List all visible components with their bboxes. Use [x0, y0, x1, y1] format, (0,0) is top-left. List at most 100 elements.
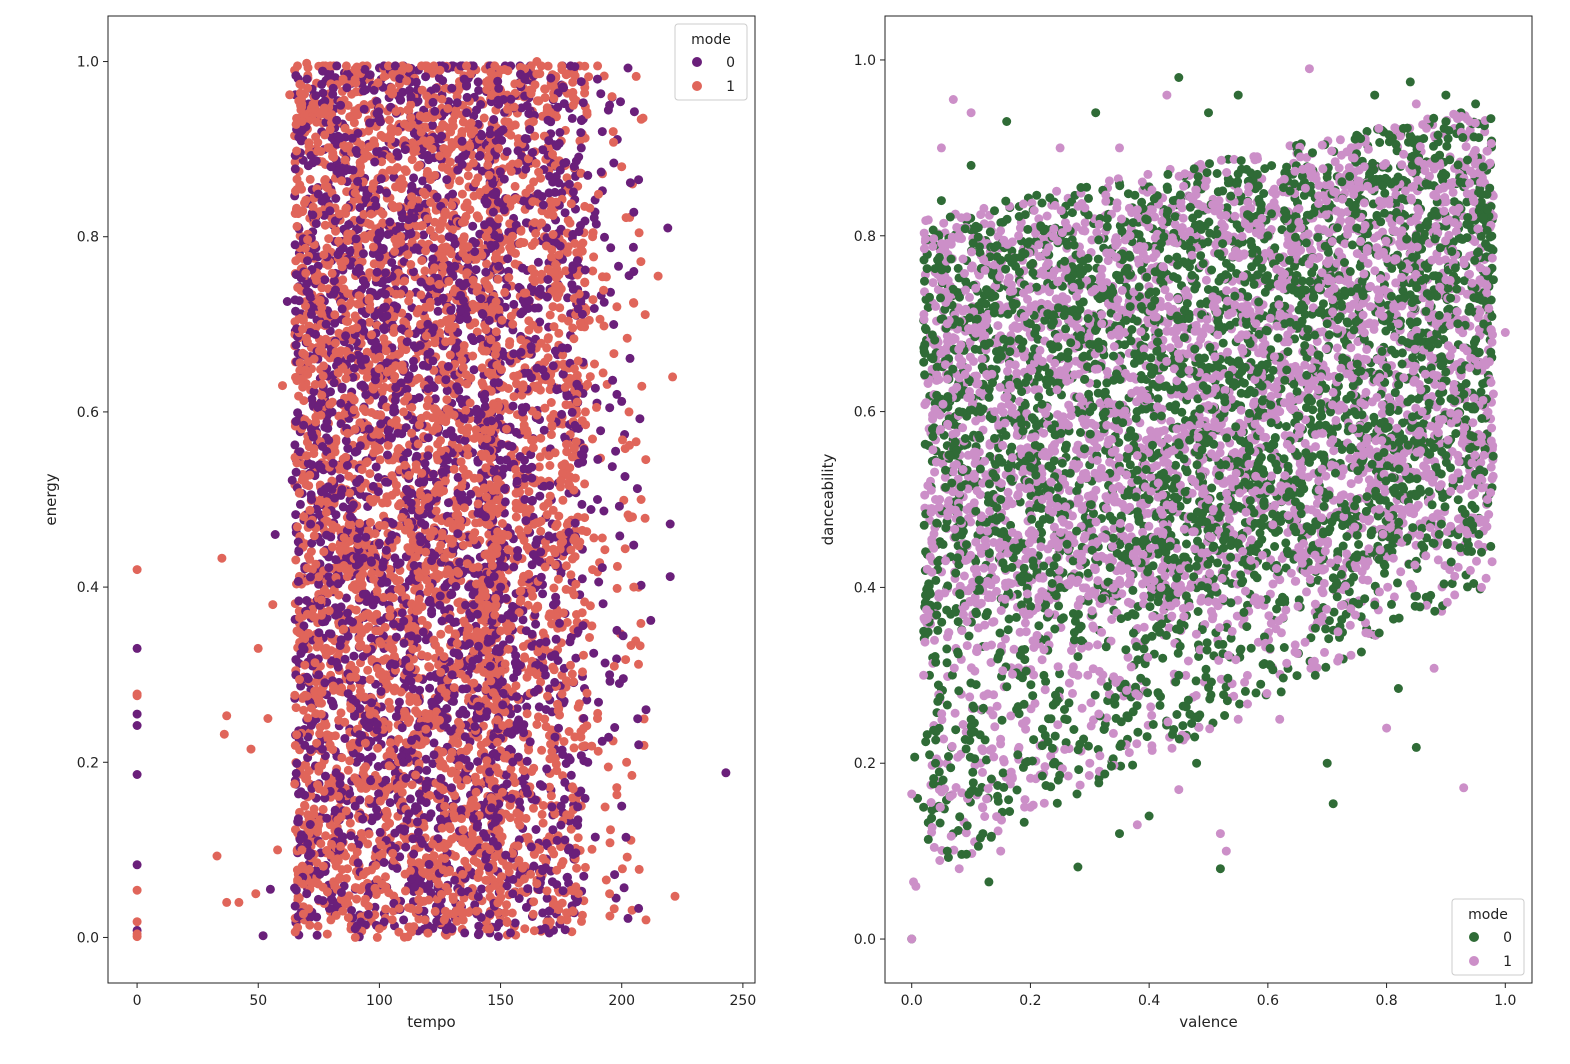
- cloud-point-mode-0: [567, 113, 577, 123]
- cloud-point-mode-1: [634, 864, 644, 874]
- cloud-point-mode-1: [413, 439, 423, 449]
- cloud-point-mode-1: [580, 277, 590, 287]
- cloud-point-mode-1: [335, 872, 345, 882]
- cloud-point-mode-1: [541, 722, 551, 732]
- cloud-point-mode-0: [290, 240, 300, 250]
- cloud-point-mode-1: [379, 592, 389, 602]
- cloud-point-mode-1: [345, 756, 355, 766]
- cloud-point-mode-0: [306, 309, 316, 319]
- cloud-point-mode-1: [609, 661, 619, 671]
- cloud-point-mode-0: [359, 326, 369, 336]
- cloud-point-mode-1: [386, 738, 395, 748]
- cloud-point-mode-1: [387, 490, 397, 500]
- cloud-point-mode-1: [583, 379, 593, 389]
- cloud-point-mode-1: [343, 289, 353, 298]
- cloud-point-mode-1: [559, 608, 568, 618]
- cloud-point-mode-0: [318, 66, 328, 76]
- cloud-point-mode-0: [561, 158, 571, 167]
- cloud-point-mode-0: [376, 419, 386, 429]
- cloud-point-mode-0: [509, 299, 519, 309]
- cloud-point-mode-0: [464, 639, 474, 649]
- cloud-point-mode-1: [609, 349, 619, 359]
- cloud-point-mode-0: [426, 809, 436, 819]
- cloud-point-mode-0: [624, 271, 634, 281]
- cloud-point-mode-0: [511, 651, 521, 661]
- cloud-point-mode-0: [458, 684, 467, 694]
- cloud-point-mode-1: [322, 516, 332, 526]
- cloud-point-mode-1: [631, 71, 641, 81]
- cloud-point-mode-0: [612, 625, 622, 635]
- cloud-point-mode-0: [560, 208, 570, 218]
- cloud-point-mode-1: [502, 861, 512, 871]
- cloud-point-mode-0: [450, 875, 460, 885]
- cloud-point-mode-1: [400, 706, 409, 716]
- cloud-point-mode-0: [325, 206, 335, 216]
- cloud-point-mode-0: [425, 671, 435, 681]
- cloud-point-mode-0: [579, 714, 589, 723]
- cloud-point-mode-0: [525, 125, 535, 134]
- cloud-point-mode-1: [479, 483, 489, 493]
- cloud-point-mode-0: [401, 842, 411, 852]
- cloud-point-mode-1: [529, 849, 539, 859]
- cloud-point-mode-0: [521, 164, 531, 174]
- cloud-point-mode-1: [548, 662, 558, 672]
- cloud-point-mode-1: [299, 705, 309, 715]
- cloud-point-mode-1: [440, 906, 450, 916]
- cloud-point-mode-0: [554, 723, 563, 733]
- cloud-point-mode-1: [527, 241, 537, 250]
- cloud-point-mode-0: [336, 635, 346, 645]
- cloud-point-mode-0: [318, 88, 328, 98]
- cloud-point-mode-0: [455, 557, 465, 567]
- cloud-point-mode-1: [300, 800, 309, 810]
- cloud-point-mode-1: [563, 215, 573, 225]
- cloud-point-mode-1: [622, 333, 632, 343]
- cloud-point-mode-1: [638, 113, 648, 123]
- cloud-point-mode-0: [560, 777, 570, 787]
- cloud-point-mode-1: [430, 338, 440, 348]
- cloud-point-mode-1: [500, 707, 510, 717]
- cloud-point-mode-1: [292, 221, 302, 231]
- cloud-point-mode-0: [607, 462, 617, 472]
- cloud-point-mode-1: [386, 123, 396, 133]
- cloud-point-mode-0: [633, 714, 643, 724]
- cloud-point-mode-1: [328, 745, 338, 754]
- cloud-point-mode-0: [391, 712, 401, 722]
- cloud-point-mode-1: [540, 714, 550, 724]
- cloud-point-mode-1: [606, 825, 615, 835]
- cloud-point-mode-0: [371, 462, 381, 472]
- cloud-point-mode-1: [578, 238, 588, 248]
- cloud-point-mode-1: [443, 839, 453, 849]
- cloud-point-mode-0: [614, 261, 623, 271]
- cloud-point-mode-1: [538, 818, 548, 828]
- cloud-point-mode-1: [415, 160, 424, 170]
- cloud-point-mode-0: [598, 599, 608, 609]
- cloud-point-mode-1: [457, 189, 467, 199]
- cloud-point-mode-1: [531, 383, 541, 393]
- cloud-point-mode-0: [367, 752, 377, 762]
- cloud-point-mode-1: [304, 628, 313, 638]
- cloud-point-mode-0: [336, 398, 346, 408]
- cloud-point-mode-1: [594, 189, 603, 199]
- cloud-point-mode-0: [634, 175, 644, 185]
- cloud-point-mode-1: [588, 434, 597, 444]
- cloud-point-mode-1: [542, 886, 552, 896]
- cloud-point-mode-1: [455, 176, 464, 186]
- cloud-point-mode-0: [498, 700, 508, 710]
- cloud-point-mode-1: [585, 633, 594, 642]
- cloud-point-mode-1: [597, 272, 607, 282]
- cloud-point-mode-1: [412, 308, 422, 318]
- cloud-point-mode-0: [632, 484, 642, 494]
- cloud-point-mode-1: [577, 916, 586, 926]
- cloud-point-mode-1: [482, 259, 491, 269]
- cloud-point-mode-1: [392, 350, 402, 360]
- cloud-point-mode-0: [610, 723, 620, 732]
- cloud-point-mode-1: [621, 213, 631, 223]
- cloud-point-mode-1: [618, 435, 627, 445]
- cloud-point-mode-0: [343, 608, 352, 618]
- cloud-point-mode-0: [355, 441, 365, 451]
- cloud-point-mode-1: [432, 569, 442, 579]
- cloud-point-mode-1: [536, 526, 546, 536]
- cloud-point-mode-1: [291, 703, 301, 713]
- cloud-point-mode-1: [352, 323, 362, 333]
- cloud-point-mode-0: [405, 794, 415, 804]
